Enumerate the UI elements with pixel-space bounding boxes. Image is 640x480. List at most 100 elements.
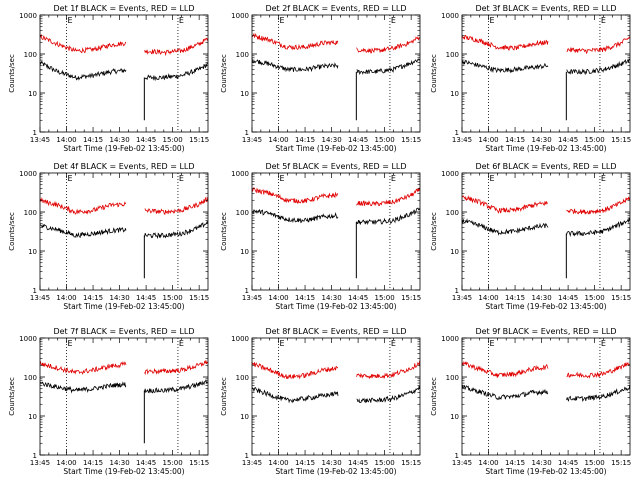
x-tick-label: 15:00: [163, 459, 183, 467]
x-tick-label: 14:15: [295, 294, 315, 302]
x-tick-label: 13:45: [30, 459, 50, 467]
y-tick-label: 1: [245, 452, 249, 460]
x-tick-label: 14:45: [348, 459, 368, 467]
x-tick-label: 15:15: [401, 294, 421, 302]
event-marker-label: E: [280, 174, 285, 183]
x-tick-label: 15:00: [375, 294, 395, 302]
x-axis-label: Start Time (19-Feb-02 13:45:00): [275, 144, 396, 153]
series-line-events: [39, 60, 127, 81]
event-marker-label: E: [391, 16, 396, 25]
y-axis-label: Counts/sec: [430, 54, 438, 93]
x-axis-label: Start Time (19-Feb-02 13:45:00): [275, 302, 396, 311]
series-line-events: [566, 58, 630, 76]
event-marker-label: E: [68, 339, 73, 348]
x-tick-label: 13:45: [242, 294, 262, 302]
x-tick-label: 15:00: [375, 136, 395, 144]
series-line-lld: [461, 34, 549, 51]
event-marker-label: E: [601, 16, 606, 25]
x-axis-label: Start Time (19-Feb-02 13:45:00): [485, 144, 606, 153]
x-tick-label: 14:30: [321, 294, 341, 302]
series-line-events: [356, 385, 421, 404]
y-tick-label: 100: [236, 374, 249, 382]
y-tick-label: 1: [455, 129, 459, 137]
y-tick-label: 1000: [441, 335, 459, 343]
x-tick-label: 15:00: [163, 136, 183, 144]
x-tick-label: 15:15: [611, 136, 631, 144]
series-line-lld: [39, 361, 127, 375]
y-axis-label: Counts/sec: [220, 377, 228, 416]
x-tick-label: 14:45: [558, 136, 578, 144]
series-line-events: [144, 62, 208, 82]
event-marker-label: E: [490, 16, 495, 25]
x-axis-label: Start Time (19-Feb-02 13:45:00): [63, 467, 184, 476]
x-tick-label: 14:45: [558, 459, 578, 467]
series-line-lld: [144, 37, 209, 57]
x-tick-label: 14:15: [295, 459, 315, 467]
plot-frame: [461, 172, 631, 291]
x-tick-label: 13:45: [452, 294, 472, 302]
chart-title: Det 4f BLACK = Events, RED = LLD: [53, 162, 194, 171]
y-tick-label: 10: [450, 90, 459, 98]
chart-title: Det 9f BLACK = Events, RED = LLD: [475, 327, 616, 336]
x-tick-label: 14:15: [295, 136, 315, 144]
event-marker-label: E: [601, 339, 606, 348]
y-axis-label: Counts/sec: [430, 377, 438, 416]
series-line-lld: [566, 361, 630, 379]
x-tick-label: 14:30: [109, 136, 129, 144]
x-tick-label: 15:15: [189, 459, 209, 467]
x-tick-label: 14:00: [56, 294, 76, 302]
x-tick-label: 14:00: [56, 459, 76, 467]
y-tick-label: 100: [236, 51, 249, 59]
series-line-events: [39, 223, 127, 238]
event-marker-label: E: [179, 16, 184, 25]
event-marker-label: E: [179, 339, 184, 348]
series-line-events: [356, 58, 420, 76]
series-line-lld: [461, 360, 549, 378]
chart-panel-6: Det 6f BLACK = Events, RED = LLD E E 1 10 100…: [430, 162, 631, 311]
plot-frame: [39, 14, 209, 133]
x-tick-label: 14:45: [348, 136, 368, 144]
series-line-lld: [251, 361, 339, 380]
x-tick-label: 13:45: [30, 294, 50, 302]
x-tick-label: 14:00: [478, 294, 498, 302]
series-line-lld: [356, 360, 421, 380]
x-tick-label: 14:30: [531, 294, 551, 302]
series-line-lld: [566, 196, 631, 215]
plot-frame: [251, 172, 421, 291]
y-tick-label: 10: [28, 413, 37, 421]
y-tick-label: 10: [450, 248, 459, 256]
y-tick-label: 1: [245, 129, 249, 137]
series-line-events: [251, 57, 339, 73]
x-tick-label: 13:45: [452, 136, 472, 144]
event-marker-label: E: [391, 339, 396, 348]
chart-title: Det 5f BLACK = Events, RED = LLD: [265, 162, 406, 171]
x-axis-label: Start Time (19-Feb-02 13:45:00): [275, 467, 396, 476]
series-line-events: [251, 208, 339, 224]
y-tick-label: 1: [245, 287, 249, 295]
x-tick-label: 14:45: [558, 294, 578, 302]
x-tick-label: 13:45: [242, 136, 262, 144]
y-tick-label: 100: [446, 374, 459, 382]
x-tick-label: 14:45: [348, 294, 368, 302]
series-line-lld: [144, 360, 209, 376]
chart-panel-8: Det 8f BLACK = Events, RED = LLD E E 1 10 100…: [220, 327, 421, 476]
x-tick-label: 14:30: [531, 136, 551, 144]
x-tick-label: 15:00: [163, 294, 183, 302]
y-tick-label: 10: [240, 90, 249, 98]
chart-panel-5: Det 5f BLACK = Events, RED = LLD E E 1 10 100…: [220, 162, 421, 311]
y-tick-label: 10: [450, 413, 459, 421]
event-marker-label: E: [68, 16, 73, 25]
x-tick-label: 15:15: [189, 294, 209, 302]
x-tick-label: 15:15: [189, 136, 209, 144]
x-tick-label: 14:00: [478, 459, 498, 467]
x-tick-label: 14:45: [136, 136, 156, 144]
y-tick-label: 1000: [19, 170, 37, 178]
y-tick-label: 100: [24, 374, 37, 382]
y-tick-label: 10: [240, 248, 249, 256]
x-axis-label: Start Time (19-Feb-02 13:45:00): [485, 302, 606, 311]
x-tick-label: 15:00: [585, 459, 605, 467]
y-axis-label: Counts/sec: [8, 54, 16, 93]
y-tick-label: 1000: [231, 335, 249, 343]
chart-panel-7: Det 7f BLACK = Events, RED = LLD E E 1 10 100…: [8, 327, 209, 476]
series-line-events: [39, 381, 127, 394]
